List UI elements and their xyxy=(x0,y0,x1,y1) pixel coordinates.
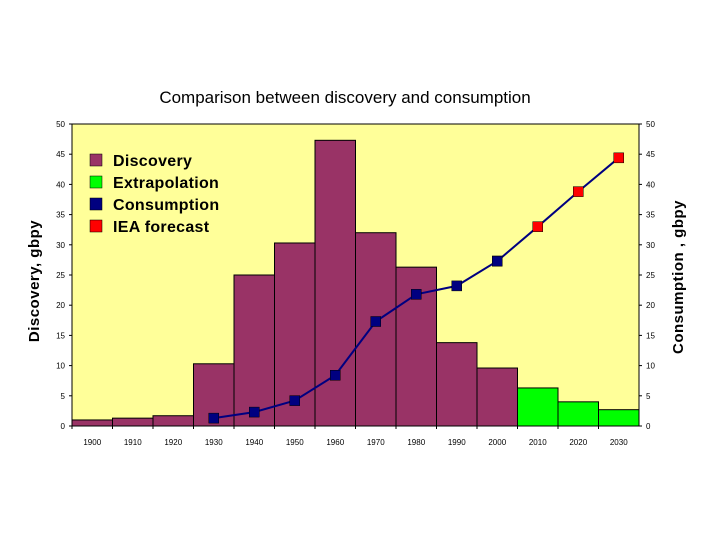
discovery-bar xyxy=(112,417,154,427)
iea-forecast-marker xyxy=(573,186,584,197)
x-tick-label: 1910 xyxy=(124,438,142,447)
y2-tick-label: 30 xyxy=(646,241,655,250)
y2-tick-label: 45 xyxy=(646,150,655,159)
y-tick-label: 50 xyxy=(56,120,65,129)
iea-forecast-marker xyxy=(532,221,543,232)
y-tick-label: 5 xyxy=(61,392,66,401)
x-tick-label: 2000 xyxy=(488,438,506,447)
legend-label: Extrapolation xyxy=(113,175,219,192)
consumption-marker xyxy=(249,406,260,418)
y2-tick-label: 0 xyxy=(646,422,651,431)
consumption-marker xyxy=(411,289,422,300)
y2-axis-label: Consumption , gbpy xyxy=(670,200,687,354)
consumption-marker xyxy=(492,255,503,267)
x-tick-label: 1990 xyxy=(448,438,466,447)
y-tick-label: 10 xyxy=(56,362,65,371)
discovery-bar xyxy=(355,232,397,427)
x-tick-label: 1970 xyxy=(367,438,385,447)
legend-swatch xyxy=(89,219,103,233)
extrapolation-bar xyxy=(598,409,640,427)
y2-tick-label: 20 xyxy=(646,301,655,310)
y-axis-label: Discovery, gbpy xyxy=(26,220,43,342)
x-tick-label: 1960 xyxy=(326,438,344,447)
y2-tick-label: 5 xyxy=(646,392,651,401)
y2-tick-label: 10 xyxy=(646,362,655,371)
y-tick-label: 45 xyxy=(56,150,65,159)
x-tick-label: 1950 xyxy=(286,438,304,447)
lines-layer xyxy=(208,152,624,424)
x-tick-label: 1900 xyxy=(83,438,101,447)
legend-swatch xyxy=(89,175,103,189)
legend-swatch xyxy=(89,197,103,211)
y-tick-label: 30 xyxy=(56,241,65,250)
y-tick-label: 25 xyxy=(56,271,65,280)
legend-label: Discovery xyxy=(113,153,192,170)
x-tick-label: 1940 xyxy=(245,438,263,447)
legend: Discovery Extrapolation Consumption IEA for… xyxy=(89,153,219,236)
x-tick-label: 2030 xyxy=(610,438,628,447)
consumption-marker xyxy=(330,370,341,381)
y2-tick-label: 25 xyxy=(646,271,655,280)
consumption-marker xyxy=(451,280,462,292)
legend-label: Consumption xyxy=(113,197,219,214)
chart-title: Comparison between discovery and consump… xyxy=(159,88,530,107)
discovery-bar xyxy=(476,367,518,427)
discovery-bar xyxy=(436,342,478,427)
x-tick-label: 2010 xyxy=(529,438,547,447)
y-tick-label: 35 xyxy=(56,211,65,220)
consumption-marker xyxy=(208,412,219,424)
consumption-marker xyxy=(289,395,300,406)
y2-tick-label: 50 xyxy=(646,120,655,129)
x-tick-label: 1930 xyxy=(205,438,223,447)
y-tick-label: 0 xyxy=(61,422,66,431)
legend-swatch xyxy=(89,153,103,167)
x-tick-label: 1980 xyxy=(407,438,425,447)
y2-tick-label: 15 xyxy=(646,331,655,340)
extrapolation-bar xyxy=(557,401,599,427)
y-tick-label: 20 xyxy=(56,301,65,310)
extrapolation-bar xyxy=(517,387,559,427)
iea-forecast-marker xyxy=(613,152,624,164)
discovery-bar xyxy=(233,274,275,427)
y2-tick-label: 40 xyxy=(646,180,655,189)
y2-tick-label: 35 xyxy=(646,211,655,220)
discovery-bar xyxy=(152,415,194,427)
y-tick-label: 40 xyxy=(56,180,65,189)
consumption-marker xyxy=(370,316,381,327)
y-tick-label: 15 xyxy=(56,331,65,340)
discovery-bar xyxy=(71,419,113,427)
x-tick-label: 1920 xyxy=(164,438,182,447)
legend-label: IEA forecast xyxy=(113,219,210,236)
x-tick-label: 2020 xyxy=(569,438,587,447)
